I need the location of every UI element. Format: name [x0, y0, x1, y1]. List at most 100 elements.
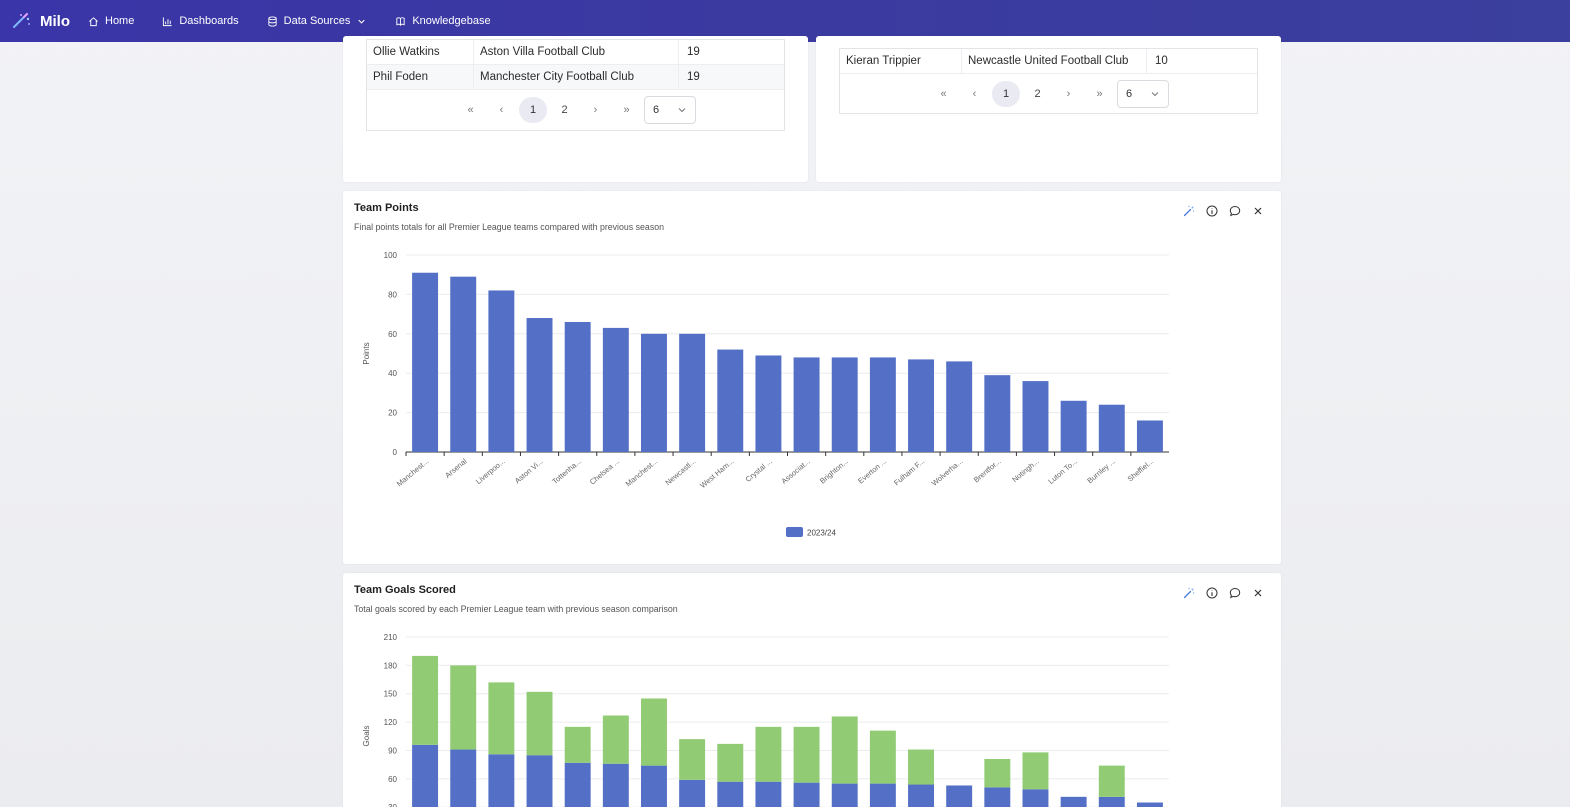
brand[interactable]: Milo [12, 13, 70, 30]
bar [831, 357, 858, 452]
y-tick-label: 20 [388, 409, 397, 418]
bar [908, 359, 934, 452]
bar [946, 361, 973, 452]
x-tick-label: Everton ... [856, 457, 888, 486]
y-axis-label: Goals [362, 726, 371, 747]
bar-segment [1022, 789, 1049, 807]
bar-segment [908, 784, 934, 807]
pagination: « ‹ 1 2 › » 6 [367, 90, 784, 130]
bar-segment [1060, 796, 1087, 807]
next-page-button[interactable]: › [1066, 88, 1071, 100]
page-size-value: 6 [1126, 88, 1133, 100]
info-button[interactable] [1204, 203, 1219, 218]
bar-segment [526, 755, 553, 807]
bar-segment [488, 754, 515, 807]
assists-cell: 10 [1155, 55, 1168, 67]
comment-icon [1229, 205, 1240, 216]
bar-segment [564, 762, 591, 807]
right-table: Kieran Trippier Newcastle United Footbal… [839, 48, 1258, 114]
last-page-button[interactable]: » [1096, 88, 1103, 100]
first-page-button[interactable]: « [940, 88, 947, 100]
magic-wand-button[interactable] [1181, 203, 1196, 218]
nav-data-sources-label: Data Sources [283, 15, 351, 27]
x-tick-label: West Ham... [698, 457, 735, 490]
nav-home[interactable]: Home [88, 15, 134, 27]
close-icon [1254, 589, 1261, 596]
bar-segment [450, 749, 477, 807]
comment-button[interactable] [1227, 203, 1242, 218]
bar-segment [526, 691, 553, 756]
table-row: Kieran Trippier Newcastle United Footbal… [840, 49, 1257, 74]
bar-segment [869, 783, 896, 807]
next-page-button[interactable]: › [593, 104, 598, 116]
prev-page-button[interactable]: ‹ [499, 104, 504, 116]
x-tick-label: Burnley ... [1085, 457, 1117, 486]
bar-segment [946, 785, 973, 807]
comment-button[interactable] [1227, 585, 1242, 600]
page-button-2[interactable]: 2 [1034, 88, 1041, 100]
nav-data-sources[interactable]: Data Sources [267, 15, 368, 27]
card-actions [1181, 585, 1265, 600]
club-cell: Newcastle United Football Club [962, 49, 1147, 73]
chevron-down-icon [1151, 92, 1159, 97]
page-button-1[interactable]: 1 [992, 81, 1020, 107]
bar [526, 318, 553, 452]
page-size-select[interactable]: 6 [1117, 80, 1169, 108]
y-tick-label: 150 [384, 690, 398, 699]
bar [984, 375, 1011, 452]
y-tick-label: 30 [388, 803, 397, 807]
bar [564, 321, 591, 452]
page-size-value: 6 [653, 104, 660, 116]
x-tick-label: Wolverha... [930, 457, 965, 488]
card-title: Team Points [354, 202, 419, 214]
database-icon [268, 15, 277, 27]
close-button[interactable] [1250, 203, 1265, 218]
bar-segment [831, 716, 858, 784]
info-button[interactable] [1204, 585, 1219, 600]
bar-segment [908, 749, 934, 785]
x-tick-label: Manchest... [624, 457, 659, 489]
wand-logo-icon [13, 13, 30, 28]
bar-segment [450, 665, 477, 750]
last-page-button[interactable]: » [623, 104, 630, 116]
page-size-select[interactable]: 6 [644, 96, 696, 124]
bar-segment [412, 744, 439, 807]
prev-page-button[interactable]: ‹ [972, 88, 977, 100]
x-tick-label: Aston Vi... [513, 457, 545, 486]
y-tick-label: 180 [384, 661, 398, 670]
bar-segment [1098, 796, 1125, 807]
page-button-2[interactable]: 2 [561, 104, 568, 116]
goals-cell: 19 [687, 46, 700, 58]
info-icon [1206, 205, 1217, 216]
y-tick-label: 100 [384, 251, 398, 260]
left-table: Ollie Watkins Aston Villa Football Club … [366, 39, 785, 131]
y-tick-label: 60 [388, 330, 397, 339]
x-tick-label: Notingh... [1010, 457, 1040, 485]
page-button-1[interactable]: 1 [519, 97, 547, 123]
magic-wand-button[interactable] [1181, 585, 1196, 600]
x-tick-label: Associat... [780, 457, 812, 486]
bar [717, 349, 744, 452]
x-tick-label: Sheffiel... [1126, 457, 1156, 484]
bar-segment [641, 765, 667, 807]
first-page-button[interactable]: « [467, 104, 474, 116]
close-button[interactable] [1250, 585, 1265, 600]
bar [1098, 404, 1125, 452]
bar-segment [831, 783, 858, 807]
bar-segment [793, 782, 820, 807]
bar [641, 333, 667, 452]
nav-dashboards[interactable]: Dashboards [162, 15, 239, 27]
y-tick-label: 60 [388, 775, 397, 784]
team-goals-card: Team Goals Scored Total goals scored by … [343, 573, 1281, 807]
bar [412, 272, 439, 452]
bar-chart-icon [163, 16, 172, 26]
bar [1022, 381, 1049, 452]
bar-segment [602, 715, 629, 764]
nav-home-label: Home [105, 15, 135, 27]
bar [1136, 420, 1163, 452]
bar [679, 333, 706, 452]
y-tick-label: 0 [393, 448, 398, 457]
nav-knowledgebase[interactable]: Knowledgebase [395, 15, 491, 27]
player-cell: Kieran Trippier [840, 49, 962, 73]
bar-segment [679, 779, 706, 807]
